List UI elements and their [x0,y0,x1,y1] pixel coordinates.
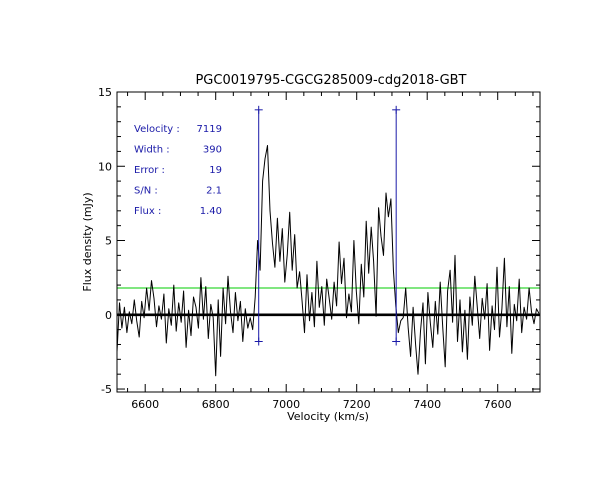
y-tick-label: 15 [98,86,112,99]
y-tick-label: 5 [105,235,112,248]
x-tick-label: 6800 [202,398,230,411]
y-tick-label: 10 [98,160,112,173]
velocity-marker-1 [254,105,263,346]
annotation-value: 390 [203,145,222,156]
annotation-value: 7119 [197,124,222,135]
x-axis-label: Velocity (km/s) [287,410,369,423]
x-axis: 6600 6800 7000 7200 7400 7600 [127,92,534,411]
spectrum-series-line [117,145,540,377]
x-tick-label: 7200 [343,398,371,411]
annotation-label: S/N : [134,186,158,197]
x-tick-label: 7600 [484,398,512,411]
measurement-annotations: Velocity : 7119 Width : 390 Error : 19 S/N : 2.… [134,124,222,217]
x-tick-label: 6600 [131,398,159,411]
annotation-value: 19 [209,165,222,176]
x-tick-label: 7400 [413,398,441,411]
x-tick-label: 7000 [272,398,300,411]
velocity-marker-2 [392,105,401,346]
annotation-label: Width : [134,145,170,156]
annotation-label: Error : [134,165,165,176]
y-axis: -5 0 5 10 15 [98,86,540,396]
plot-frame [116,91,541,393]
annotation-value: 1.40 [200,206,222,217]
annotation-label: Velocity : [134,124,180,135]
y-tick-label: 0 [105,309,112,322]
y-axis-label: Flux density (mJy) [81,192,94,291]
annotation-value: 2.1 [206,186,222,197]
annotation-label: Flux : [134,206,161,217]
chart-title: PGC0019795-CGCG285009-cdg2018-GBT [195,73,466,88]
y-tick-label: -5 [101,383,112,396]
